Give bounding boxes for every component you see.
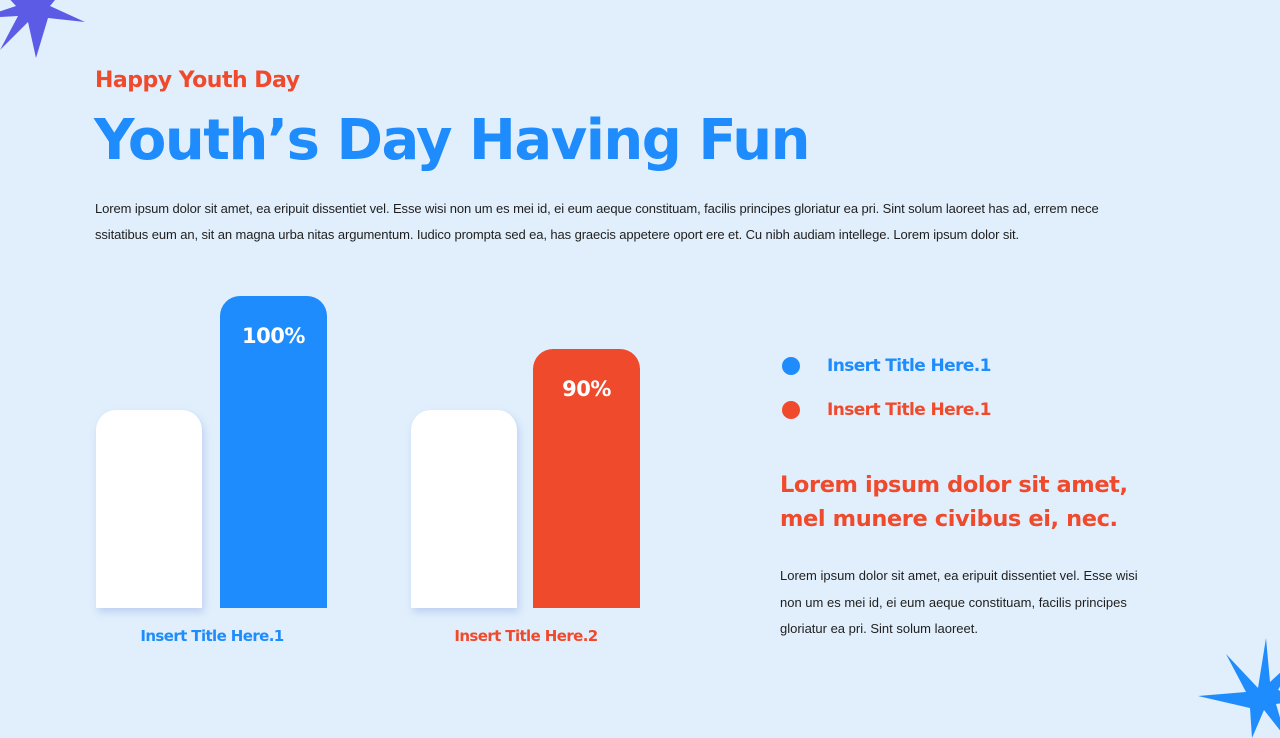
value-bar-2: 90% [533,349,640,608]
legend-dot-icon [782,401,800,419]
legend-item-2: Insert Title Here.1 [782,399,991,421]
side-heading: Lorem ipsum dolor sit amet, mel munere c… [780,472,1128,532]
legend-item-1: Insert Title Here.1 [782,355,991,377]
bar-value-label: 90% [562,377,611,401]
category-label-1: Insert Title Here.1 [140,627,284,645]
baseline-bar-2 [411,410,517,608]
legend-dot-icon [782,357,800,375]
bar-value-label: 100% [242,324,305,348]
category-label-2: Insert Title Here.2 [454,627,598,645]
baseline-bar-1 [96,410,202,608]
legend-label: Insert Title Here.1 [827,356,991,376]
page-title: Youth’s Day Having Fun [94,108,811,173]
star-icon [0,0,85,58]
side-body-text: Lorem ipsum dolor sit amet, ea eripuit d… [780,568,1138,636]
legend-label: Insert Title Here.1 [827,400,991,420]
eyebrow-subtitle: Happy Youth Day [95,68,300,93]
intro-paragraph: Lorem ipsum dolor sit amet, ea eripuit d… [95,201,1099,242]
star-icon [1198,638,1280,738]
value-bar-1: 100% [220,296,327,608]
